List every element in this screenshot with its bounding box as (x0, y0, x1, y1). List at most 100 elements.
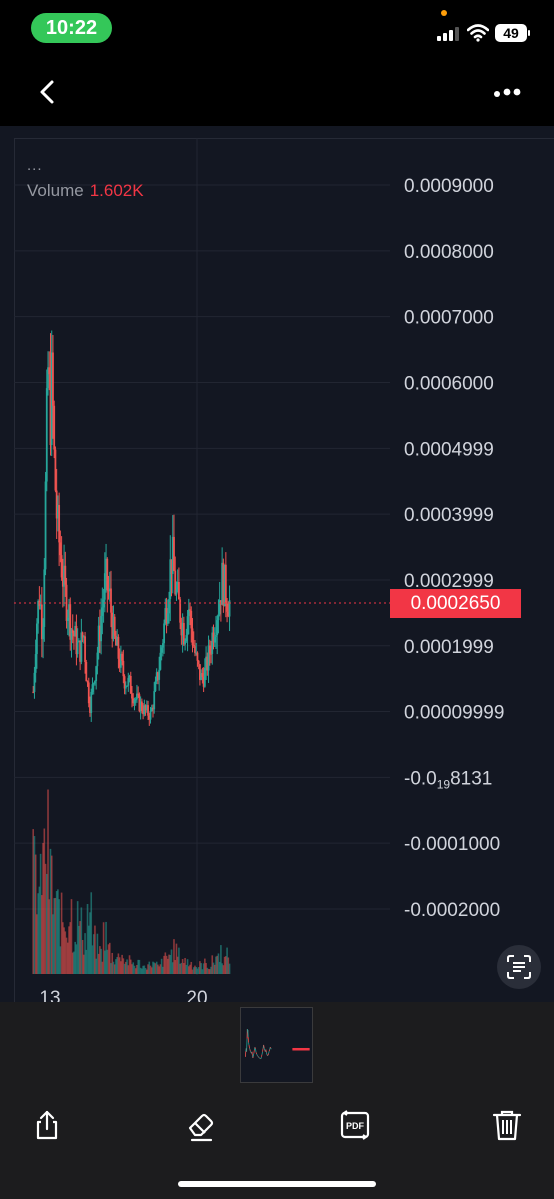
candle-body (211, 632, 214, 654)
candle-body (223, 564, 226, 607)
candle-body (112, 616, 115, 639)
volume-bar (142, 965, 144, 974)
candlestick-chart[interactable]: 0.0009000 0.0008000 0.0007000 0.0006000 0.00… (0, 0, 554, 1006)
volume-bar (74, 941, 76, 974)
y-axis-tick-label: 0.0006000 (404, 373, 494, 394)
volume-bar (132, 962, 135, 974)
volume-bar (105, 921, 107, 974)
volume-bar (113, 964, 116, 974)
thumbnail-line (263, 1048, 266, 1051)
candle-body (187, 609, 190, 617)
volume-bar (68, 926, 70, 974)
thumbnail-line (254, 1047, 256, 1049)
volume-bar (206, 967, 209, 974)
candle-body (197, 660, 200, 665)
candle-body (190, 610, 193, 629)
volume-bar (158, 966, 160, 974)
volume-bar (202, 963, 205, 974)
text-scan-button[interactable] (497, 945, 541, 989)
share-icon[interactable] (30, 1108, 64, 1142)
candle-body (149, 710, 152, 720)
candle-body (84, 636, 86, 662)
candle-body (228, 600, 231, 617)
volume-bar (42, 842, 44, 974)
volume-bar (144, 968, 147, 974)
candle-body (171, 536, 174, 574)
thumbnail-line (267, 1055, 269, 1056)
status-time[interactable]: 10:22 (31, 13, 112, 43)
candle-body (86, 681, 89, 683)
volume-bar (90, 892, 93, 974)
pdf-convert-button[interactable]: PDF (338, 1108, 372, 1142)
more-dots-icon[interactable] (490, 84, 524, 100)
candle-body (148, 715, 151, 720)
volume-bar (78, 925, 80, 974)
volume-bar (52, 914, 54, 974)
candle-body (98, 625, 101, 642)
candle-body (80, 632, 83, 662)
volume-bar (95, 958, 97, 974)
candle-body (45, 388, 48, 482)
volume-bar (216, 955, 219, 974)
thumbnail-line (253, 1050, 255, 1054)
volume-bar (38, 886, 41, 974)
candle-body (119, 653, 122, 668)
volume-bar (55, 891, 58, 974)
chevron-left-icon[interactable] (36, 78, 60, 106)
volume-bar (83, 954, 85, 974)
candle-body (169, 559, 172, 600)
volume-bar (226, 947, 228, 974)
volume-bar (126, 959, 128, 974)
volume-bar (45, 873, 48, 974)
candle-body (196, 652, 199, 661)
candle-body (56, 505, 59, 519)
candle-body (159, 652, 162, 670)
candle-body (142, 710, 145, 715)
candle-body (191, 628, 194, 646)
candle-body (47, 367, 49, 389)
volume-bar (79, 921, 81, 974)
chart-area[interactable] (0, 126, 554, 1006)
candle-body (54, 449, 57, 491)
thumbnail-price-tag (292, 1047, 310, 1051)
volume-bar (127, 965, 130, 974)
candle-body (212, 632, 215, 643)
candle-body (52, 352, 54, 406)
volume-bar (157, 964, 159, 974)
eraser-icon[interactable] (184, 1108, 218, 1142)
candle-body (161, 643, 164, 648)
volume-bar (58, 899, 60, 974)
candle-body (40, 604, 43, 640)
volume-bar (129, 959, 132, 974)
volume-bar (100, 948, 102, 974)
volume-bar (154, 963, 157, 974)
candle-body (92, 683, 95, 685)
candle-body (116, 636, 119, 646)
candle-body (118, 658, 121, 668)
legend-menu-dots[interactable]: ... (27, 157, 43, 174)
candle-body (215, 635, 217, 637)
volume-bar (44, 863, 47, 974)
y-axis-tick-label: -0.0001000 (404, 834, 500, 855)
screenshot-thumbnail[interactable] (240, 1007, 313, 1083)
candle-body (60, 555, 63, 578)
volume-bar (62, 922, 64, 974)
volume-bar (215, 956, 217, 974)
volume-bar (137, 959, 139, 974)
volume-bar (117, 953, 120, 974)
home-indicator (178, 1181, 376, 1187)
candle-body (173, 536, 175, 571)
candle-body (206, 656, 209, 671)
y-axis-tick-label: 0.0008000 (404, 242, 494, 263)
candle-body (179, 599, 182, 623)
candle-body (107, 590, 110, 592)
thumbnail-line (258, 1057, 260, 1059)
y-axis-tick-label: 0.0009000 (404, 176, 494, 197)
volume-bar (192, 967, 195, 974)
trash-icon[interactable] (490, 1108, 524, 1142)
volume-bar (160, 958, 163, 974)
candle-body (33, 672, 36, 692)
candle-body (165, 608, 168, 624)
volume-bar (133, 965, 136, 974)
volume-bar (84, 933, 86, 974)
